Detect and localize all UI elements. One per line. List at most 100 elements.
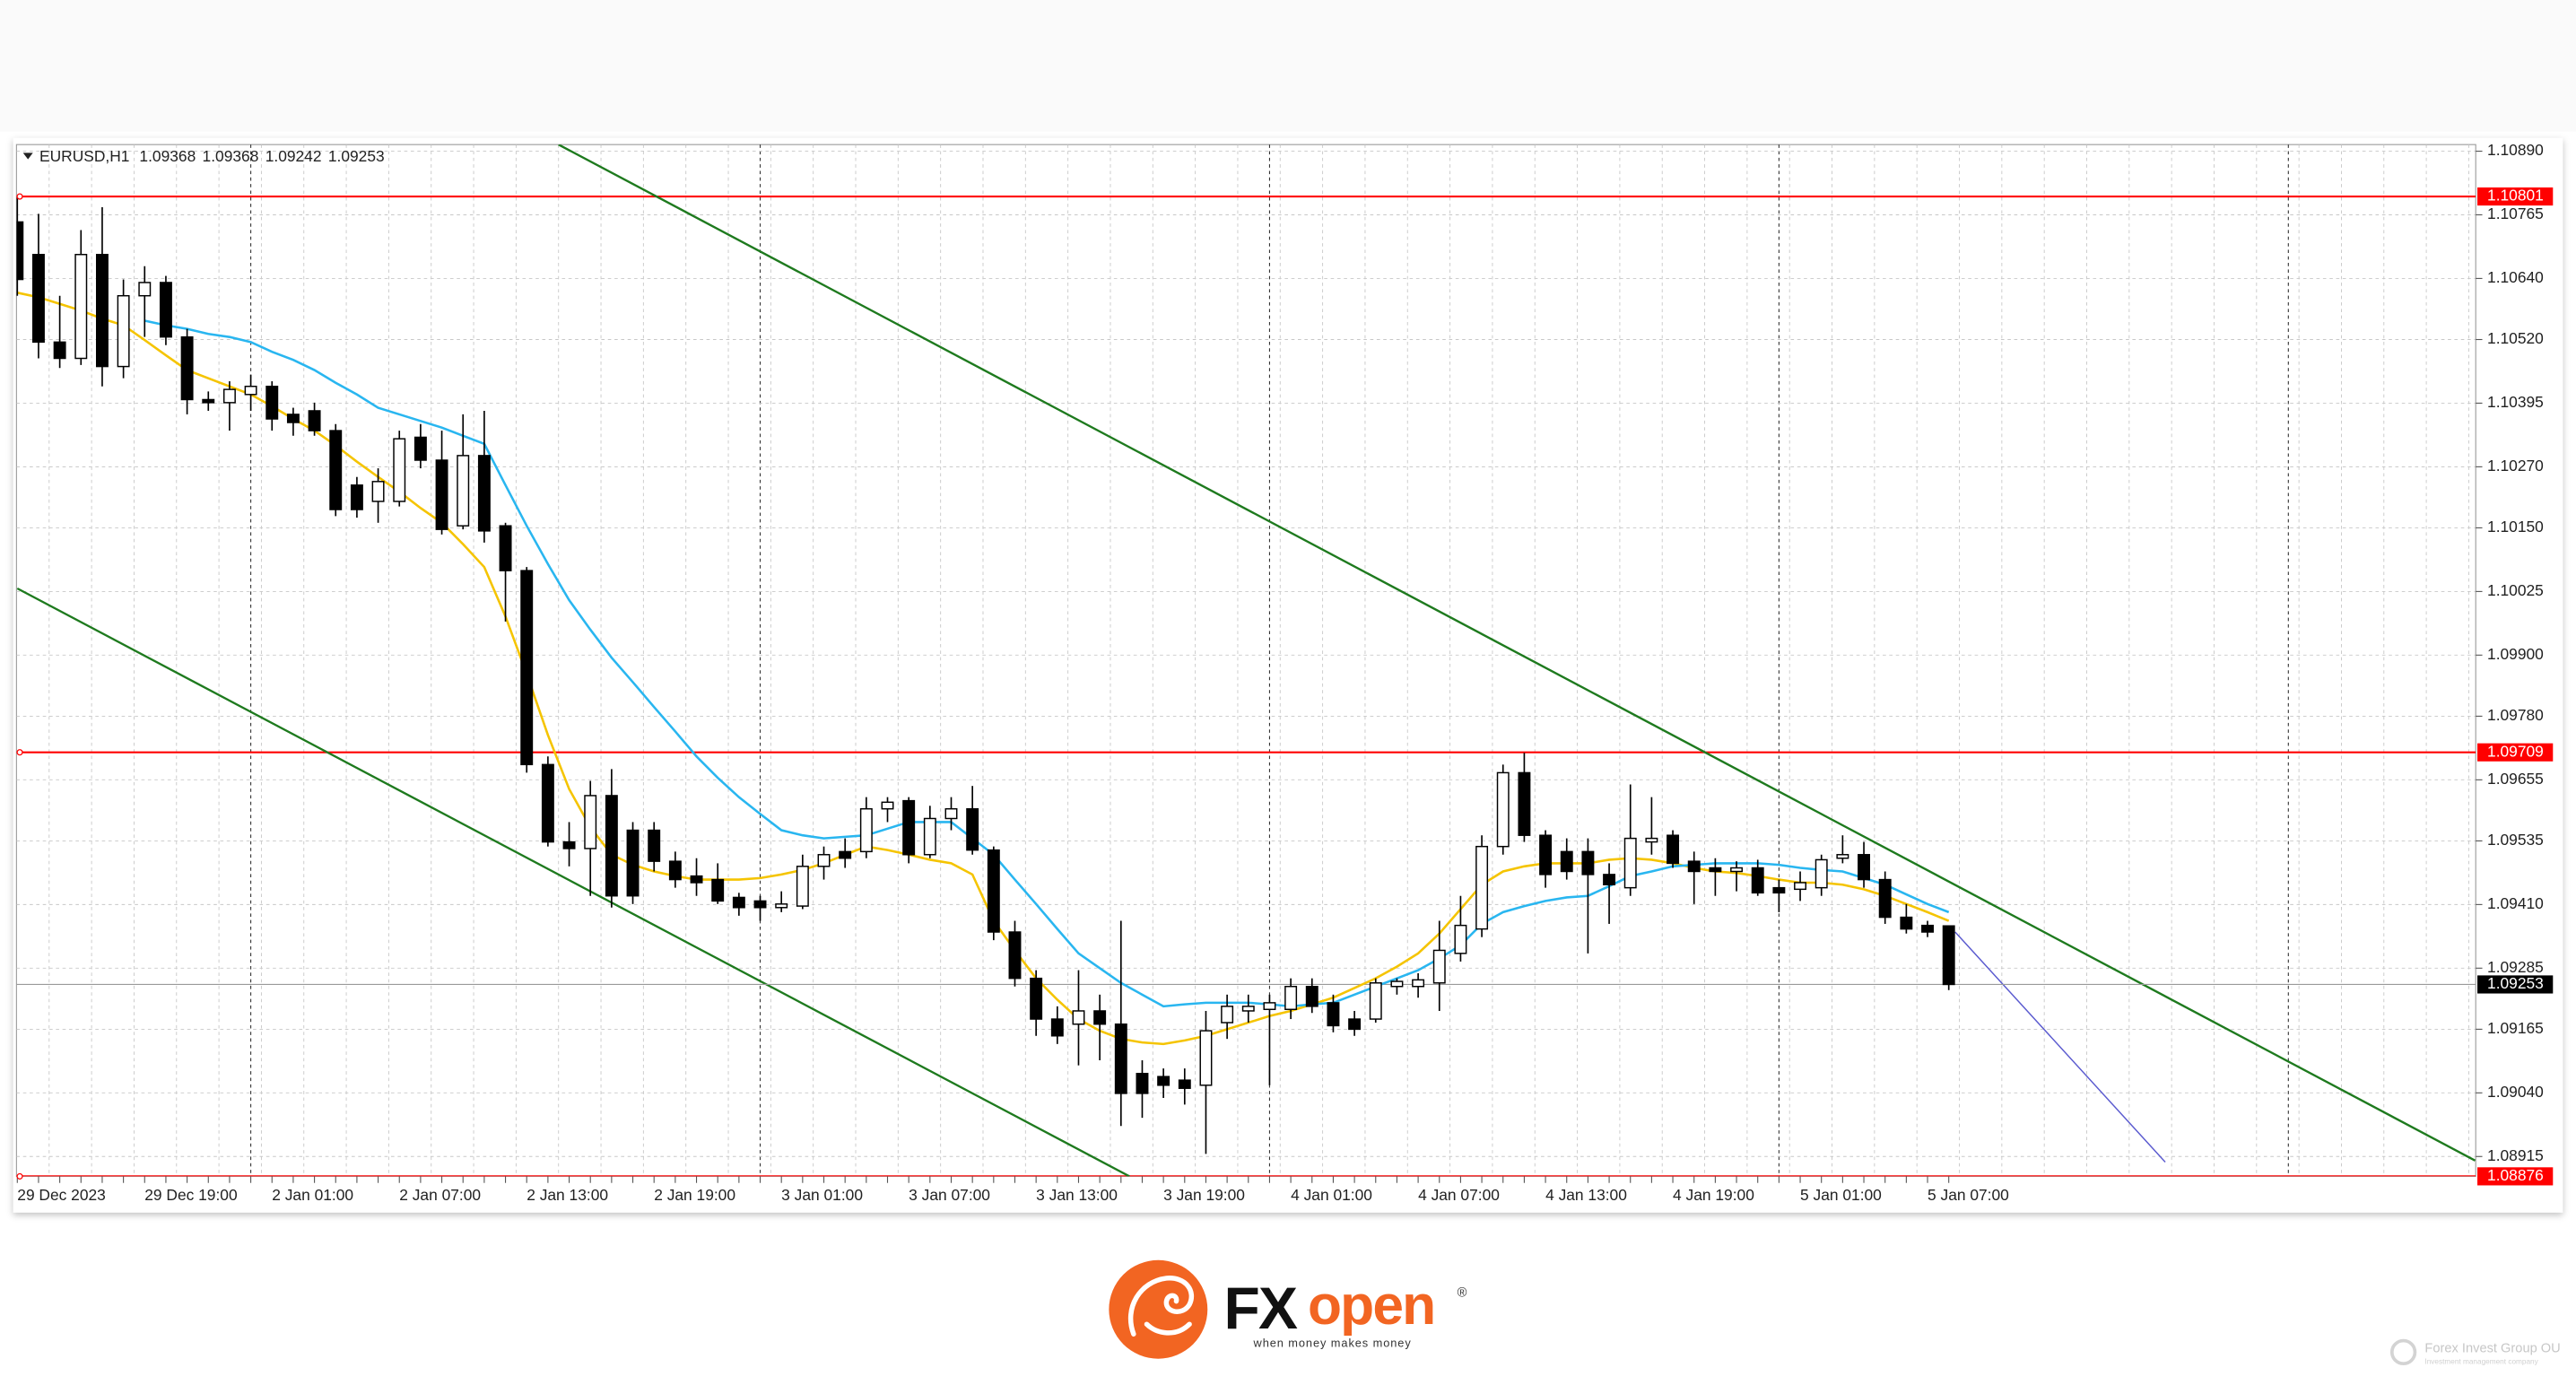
candle-body: [1921, 924, 1934, 933]
candle-body: [859, 807, 873, 853]
header-close: 1.09253: [328, 147, 385, 165]
y-tick-label: 1.09165: [2487, 1019, 2544, 1037]
level-anchor: [16, 749, 23, 756]
x-tick-label: 3 Jan 07:00: [909, 1186, 990, 1204]
chart-header: EURUSD,H1 1.09368 1.09368 1.09242 1.09253: [39, 147, 385, 165]
candle-body: [435, 459, 448, 530]
candle-body: [413, 436, 427, 461]
candle-body: [74, 254, 88, 360]
y-tick-label: 1.10890: [2487, 141, 2544, 159]
candle-body: [817, 854, 831, 867]
candle-body: [457, 455, 470, 527]
candle-body: [1030, 977, 1043, 1020]
y-tick-label: 1.09410: [2487, 894, 2544, 912]
candle-body: [711, 878, 725, 902]
menu-arrow[interactable]: [22, 152, 33, 160]
candle-body: [1667, 834, 1680, 865]
x-tick-label: 3 Jan 19:00: [1163, 1186, 1245, 1204]
grid: [16, 144, 2476, 1177]
candle-body: [1687, 860, 1701, 873]
x-tick-label: 4 Jan 13:00: [1545, 1186, 1627, 1204]
level-label-box: [2477, 743, 2554, 762]
candle-body: [477, 455, 491, 532]
candle-body: [1305, 986, 1318, 1007]
candle-body: [541, 763, 554, 843]
y-tick-label: 1.09040: [2487, 1083, 2544, 1101]
candle-body: [16, 221, 24, 281]
candle-body: [53, 341, 66, 360]
candle-body: [732, 896, 745, 909]
candle-body: [1178, 1079, 1191, 1089]
candle-body: [1284, 986, 1298, 1011]
candle-body: [753, 900, 767, 909]
candle-body: [180, 335, 194, 401]
price-label-box: [2477, 975, 2554, 994]
candle-body: [944, 807, 958, 820]
candle-body: [668, 860, 682, 881]
candle-body: [1475, 845, 1489, 930]
candle-body: [1136, 1073, 1149, 1094]
candle-body: [1050, 1018, 1064, 1037]
x-tick-label: 5 Jan 01:00: [1800, 1186, 1882, 1204]
level-label: 1.10801: [2487, 187, 2544, 205]
candle-body: [690, 875, 703, 884]
candle-body: [1603, 874, 1616, 885]
trendline: [558, 144, 2476, 1162]
candle-body: [1199, 1030, 1213, 1086]
candle-body: [1093, 1010, 1107, 1025]
y-tick-label: 1.09535: [2487, 831, 2544, 849]
y-tick-label: 1.09655: [2487, 770, 2544, 788]
candle-body: [1900, 916, 1913, 930]
candle-body: [1794, 882, 1807, 891]
level-anchor: [16, 193, 23, 200]
candle-body: [286, 414, 300, 423]
x-tick-label: 29 Dec 2023: [17, 1186, 106, 1204]
y-tick-label: 1.10640: [2487, 268, 2544, 286]
candle-body: [138, 282, 152, 297]
candle-body: [1581, 850, 1595, 875]
x-tick-label: 4 Jan 19:00: [1673, 1186, 1754, 1204]
x-tick-label: 29 Dec 19:00: [144, 1186, 237, 1204]
candle-body: [1772, 886, 1786, 894]
fxopen-logo: FX open ® when money makes money: [1109, 1259, 1467, 1359]
candle-body: [1369, 982, 1382, 1020]
candle-body: [881, 801, 894, 810]
candle-body: [923, 817, 936, 856]
header-open: 1.09368: [139, 147, 196, 165]
candle-body: [626, 829, 640, 897]
y-tick-label: 1.09900: [2487, 645, 2544, 663]
candle-body: [1560, 850, 1573, 873]
candle-body: [265, 385, 279, 420]
candle-body: [1221, 1006, 1234, 1024]
axes: 1.10890 1.10765 1.10640 1.10520 1.10395 1.102…: [16, 141, 2554, 1204]
candle-body: [1815, 858, 1828, 889]
candle-body: [222, 388, 236, 404]
candle-body: [1709, 867, 1722, 873]
candle-body: [1157, 1076, 1171, 1086]
candle-body: [966, 807, 979, 851]
candle-body: [499, 525, 512, 571]
level-label-box: [2477, 187, 2554, 206]
plot-area: [15, 144, 2476, 1177]
x-tick-label: 2 Jan 01:00: [272, 1186, 353, 1204]
logo-swirl: [1127, 1276, 1195, 1337]
y-tick-label: 1.10270: [2487, 457, 2544, 475]
candle-body: [350, 484, 363, 510]
level-label: 1.09709: [2487, 742, 2544, 760]
candle-body: [308, 410, 321, 431]
x-tick-label: 2 Jan 07:00: [399, 1186, 481, 1204]
x-tick-label: 3 Jan 13:00: [1036, 1186, 1118, 1204]
top-band: [0, 0, 2576, 132]
candle-body: [1623, 837, 1637, 889]
candle-body: [1348, 1018, 1362, 1031]
logo-registered: ®: [1458, 1285, 1467, 1300]
x-tick-label: 4 Jan 07:00: [1418, 1186, 1500, 1204]
candle-body: [1390, 980, 1404, 988]
trendline: [16, 587, 1130, 1177]
x-tick-label: 2 Jan 19:00: [654, 1186, 735, 1204]
candle-body: [902, 799, 916, 856]
candle-body: [1327, 1002, 1340, 1027]
logo-tagline: when money makes money: [1253, 1337, 1412, 1350]
